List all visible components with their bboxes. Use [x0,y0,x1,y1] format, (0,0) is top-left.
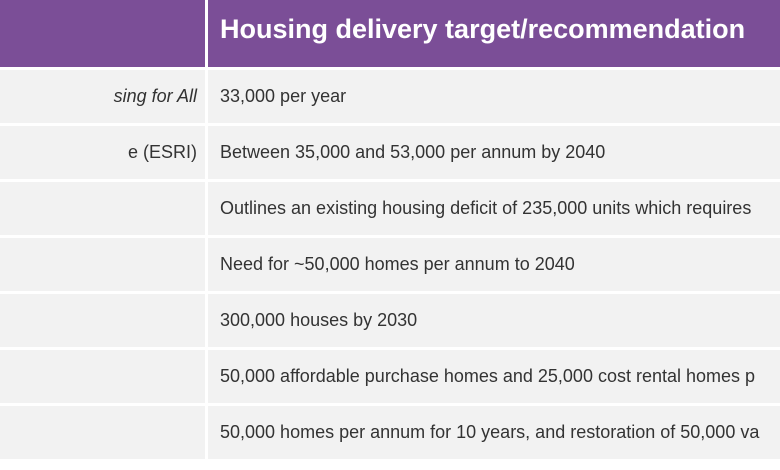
source-cell [0,406,208,459]
source-cell-text: sing for All [113,86,197,106]
source-cell [0,238,208,291]
target-cell: Need for ~50,000 homes per annum to 2040 [220,254,575,274]
target-cell: 33,000 per year [220,86,347,106]
table-row: Outlines an existing housing deficit of … [0,182,780,238]
target-cell: Outlines an existing housing deficit of … [220,198,752,218]
source-cell-text: e (ESRI) [127,142,197,162]
source-cell [0,350,208,403]
table-row: Need for ~50,000 homes per annum to 2040 [0,238,780,294]
target-column-header: Housing delivery target/recommendation [220,14,746,44]
table-row: e (ESRI) Between 35,000 and 53,000 per a… [0,126,780,182]
source-column-header [0,0,208,67]
source-cell [0,294,208,347]
target-cell: 50,000 affordable purchase homes and 25,… [220,366,756,386]
source-cell: sing for All [0,70,208,123]
target-cell: 300,000 houses by 2030 [220,310,418,330]
table-header-row: Housing delivery target/recommendation [0,0,780,70]
table-row: sing for All 33,000 per year [0,70,780,126]
table-row: 50,000 homes per annum for 10 years, and… [0,406,780,462]
table-row: 50,000 affordable purchase homes and 25,… [0,350,780,406]
source-cell: e (ESRI) [0,126,208,179]
table-row: 300,000 houses by 2030 [0,294,780,350]
target-cell: Between 35,000 and 53,000 per annum by 2… [220,142,606,162]
source-cell [0,182,208,235]
target-cell: 50,000 homes per annum for 10 years, and… [220,422,760,442]
